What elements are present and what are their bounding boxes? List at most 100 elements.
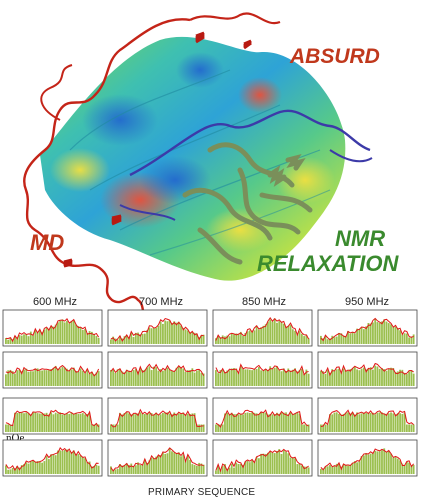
panel-bar xyxy=(164,453,167,474)
panel-bar xyxy=(193,372,196,386)
absurd-title: ABSURD xyxy=(289,45,380,68)
panel-bar xyxy=(376,322,379,344)
panel-bar xyxy=(166,321,169,344)
panel-bar xyxy=(97,465,100,474)
panel-bar xyxy=(50,326,53,344)
panel-bar xyxy=(132,414,135,432)
panel-bar xyxy=(184,414,187,432)
panel-bar xyxy=(47,370,50,386)
panel-bar xyxy=(303,336,306,344)
panel-bar xyxy=(182,454,185,474)
panel-bar xyxy=(18,412,21,432)
panel-bar xyxy=(20,371,23,386)
panel-bar xyxy=(119,369,121,386)
panel-bar xyxy=(224,413,226,432)
panel-bar xyxy=(175,367,178,386)
panel-bar xyxy=(184,459,187,474)
panel-bar xyxy=(166,412,169,432)
panel-bar xyxy=(305,466,308,474)
panel-bar xyxy=(141,333,144,344)
panel-bar xyxy=(356,369,358,386)
panel-bar xyxy=(399,369,401,386)
panel-bar xyxy=(353,366,356,386)
panel-bar xyxy=(95,372,98,386)
panel-bar xyxy=(378,368,381,386)
panel-bar xyxy=(63,367,66,386)
panel-bar xyxy=(331,467,334,474)
panel-bar xyxy=(401,413,404,432)
panel-bar xyxy=(27,463,30,474)
panel-bar xyxy=(385,370,388,386)
panel-bar xyxy=(195,465,198,474)
panel-bar xyxy=(221,424,224,432)
panel-bar xyxy=(335,369,338,386)
panel-bar xyxy=(77,325,80,344)
panel-bar xyxy=(329,414,331,432)
panel-bar xyxy=(276,412,278,432)
panel-bar xyxy=(396,413,399,432)
panel-bar xyxy=(164,320,167,344)
panel-bar xyxy=(392,413,395,432)
panel-bar xyxy=(217,465,220,474)
panel-bar xyxy=(372,369,374,386)
panel-bar xyxy=(175,413,178,432)
panel-bar xyxy=(230,368,233,386)
relaxation-panel-grid xyxy=(2,309,418,477)
panel-bar xyxy=(264,324,267,344)
panel-bar xyxy=(186,330,189,344)
panel-bar xyxy=(246,412,249,432)
panel-etaxy-850 xyxy=(212,439,313,477)
panel-bar xyxy=(186,456,189,474)
panel-bar xyxy=(244,461,247,474)
panel-bar xyxy=(282,450,285,474)
panel-bar xyxy=(84,328,86,344)
panel-bar xyxy=(230,412,233,432)
panel-bar xyxy=(175,322,178,344)
panel-bar xyxy=(86,413,89,432)
panel-bar xyxy=(383,413,386,432)
panel-bar xyxy=(182,327,185,344)
panel-bar xyxy=(235,368,238,386)
panel-bar xyxy=(394,414,397,432)
panel-bar xyxy=(63,450,66,474)
panel-bar xyxy=(369,367,372,386)
panel-bar xyxy=(264,368,267,386)
panel-bar xyxy=(5,465,7,474)
panel-bar xyxy=(381,368,383,386)
panel-bar xyxy=(75,324,77,344)
panel-bar xyxy=(155,456,158,474)
panel-bar xyxy=(27,372,30,386)
panel-bar xyxy=(383,448,386,474)
panel-bar xyxy=(72,367,75,386)
panel-etaxy-700 xyxy=(107,439,208,477)
panel-bar xyxy=(139,334,142,344)
panel-bar xyxy=(358,370,361,386)
panel-bar xyxy=(148,413,151,432)
panel-bar xyxy=(338,332,340,344)
panel-noe-600 xyxy=(2,397,103,435)
panel-bar xyxy=(116,469,119,474)
panel-bar xyxy=(27,412,30,432)
panel-bar xyxy=(360,413,363,432)
panel-bar xyxy=(401,334,404,344)
panel-bar xyxy=(219,370,222,386)
panel-bar xyxy=(303,466,306,474)
panel-bar xyxy=(347,412,349,432)
panel-bar xyxy=(285,371,287,386)
panel-bar xyxy=(329,464,331,474)
panel-bar xyxy=(43,413,46,432)
panel-bar xyxy=(81,370,84,386)
panel-bar xyxy=(146,330,148,344)
panel-bar xyxy=(248,413,251,432)
panel-bars xyxy=(215,318,310,344)
panel-bar xyxy=(269,366,272,386)
panel-bar xyxy=(112,470,115,474)
panel-bar xyxy=(390,412,392,432)
panel-bar xyxy=(16,370,19,386)
panel-bar xyxy=(123,465,126,474)
panel-bar xyxy=(182,368,185,386)
panel-bar xyxy=(128,464,130,474)
panel-bar xyxy=(394,326,397,344)
panel-bar xyxy=(110,339,112,344)
panel-bar xyxy=(41,413,43,432)
